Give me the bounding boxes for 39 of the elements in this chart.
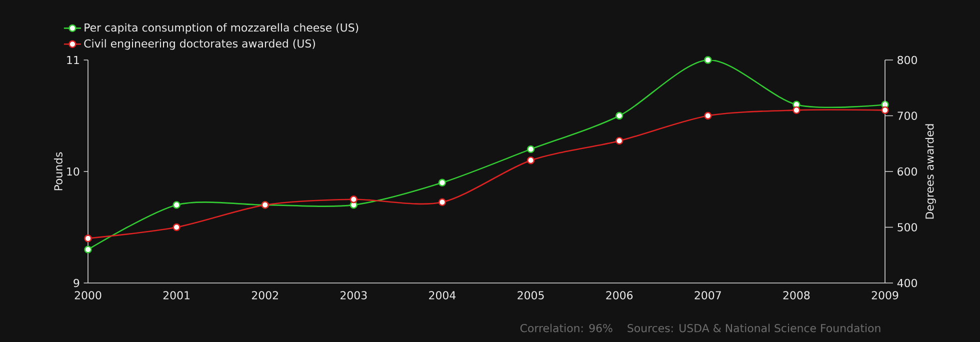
source-note: Sources: USDA & National Science Foundation <box>628 324 880 332</box>
point <box>704 56 712 64</box>
point <box>792 106 800 114</box>
point <box>84 234 92 242</box>
y-axis-title: Pounds <box>54 152 62 190</box>
x-tick-label: 2001 <box>163 291 190 300</box>
legend-label: Civil engineering doctorates awarded (US) <box>84 39 315 50</box>
x-tick-label: 2006 <box>606 291 633 300</box>
point <box>84 246 92 254</box>
point <box>526 156 535 164</box>
x-tick-label: 2007 <box>694 291 721 300</box>
point <box>704 112 712 120</box>
y-tick-label: 10 <box>67 167 80 176</box>
x-tick-label: 2009 <box>872 291 898 300</box>
point <box>350 196 358 204</box>
y-tick-label: 9 <box>74 278 80 288</box>
y2-tick-label: 400 <box>897 278 917 288</box>
point <box>881 106 889 114</box>
x-tick-label: 2003 <box>340 291 367 300</box>
text: Correlation: 96% <box>520 324 612 332</box>
x-tick-label: 2000 <box>74 291 102 300</box>
point <box>615 112 624 120</box>
y2-tick-label: 500 <box>898 223 917 232</box>
point <box>526 145 535 154</box>
x-tick-label: 2008 <box>783 291 810 300</box>
y2-tick-label: 800 <box>898 56 917 64</box>
point <box>172 201 180 209</box>
point <box>438 198 446 206</box>
point <box>615 136 624 145</box>
point <box>172 223 180 232</box>
x-tick-label: 2002 <box>252 291 278 300</box>
y-tick-label: 11 <box>67 56 79 64</box>
y2-tick-label: 600 <box>898 167 917 176</box>
legend-label: Per capita consumption of mozzarella cheese (US) <box>84 23 358 34</box>
x-tick-label: 2004 <box>429 291 456 300</box>
y2-axis-title: Degrees awarded <box>925 124 936 219</box>
y2-tick-label: 700 <box>898 112 917 120</box>
point <box>438 178 446 186</box>
x-tick-label: 2005 <box>518 291 544 300</box>
